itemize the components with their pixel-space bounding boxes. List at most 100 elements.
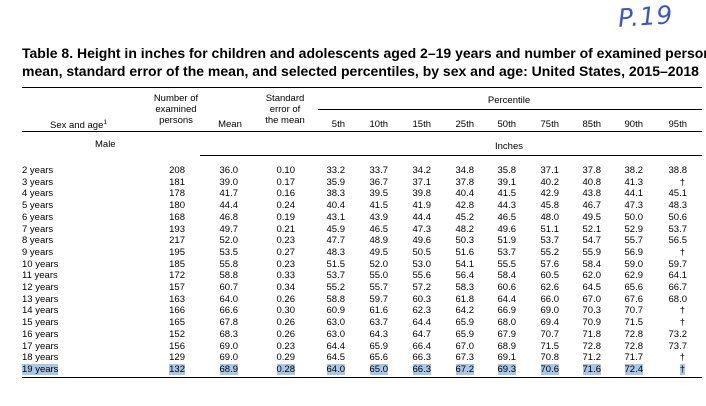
cell-percentile-p15: 53.0 — [412, 258, 432, 270]
cell-percentile-p90: 47.3 — [624, 200, 644, 212]
row-age-label: 7 years — [22, 223, 54, 235]
header-stub-text: Sex and age — [50, 120, 104, 132]
cell-percentile-p50: 67.9 — [497, 328, 517, 340]
cell-percentile-p15: 49.6 — [412, 235, 432, 247]
highlighted-text: 64.0 — [326, 363, 345, 375]
cell-percentile-p5: 63.0 — [326, 328, 346, 340]
cell-percentile-p90: 62.9 — [624, 270, 644, 282]
cell-percentile-p5: 40.4 — [326, 200, 346, 212]
cell-percentile-p5: 53.7 — [326, 270, 346, 282]
cell-percentile-p25: 65.9 — [455, 317, 475, 329]
cell-standard-error: 0.23 — [276, 235, 296, 247]
cell-mean: 68.9 — [204, 363, 238, 376]
cell-percentile-p10: 61.6 — [369, 305, 389, 317]
cell-percentile-p75: 42.9 — [540, 188, 560, 200]
header-mean: Mean — [218, 119, 242, 130]
cell-percentile-p85: 71.8 — [582, 328, 602, 340]
cell-mean: 68.3 — [219, 328, 239, 340]
cell-standard-error: 0.10 — [276, 165, 296, 176]
header-bottom-rule — [22, 131, 702, 132]
header-percentile-p10: 10th — [369, 119, 389, 130]
cell-percentile-p5: 63.0 — [326, 317, 346, 329]
cell-percentile-p85: 70.9 — [582, 317, 602, 329]
cell-percentile-p95: 48.3 — [668, 200, 688, 212]
row-age-label: 3 years — [22, 176, 54, 188]
cell-percentile-p50: 41.5 — [497, 188, 517, 200]
cell-percentile-p15: 64.7 — [412, 328, 432, 340]
cell-mean: 39.0 — [219, 176, 239, 188]
unit-label-inches: Inches — [495, 141, 523, 152]
cell-percentile-p10: 55.0 — [369, 270, 389, 282]
header-percentile-p75: 75th — [540, 119, 560, 130]
cell-percentile-p15: 64.4 — [412, 317, 432, 329]
row-age-label: 5 years — [22, 200, 54, 212]
row-age-label: 15 years — [22, 317, 59, 329]
row-age-label: 6 years — [22, 211, 54, 223]
cell-percentile-p25: 65.9 — [455, 328, 475, 340]
header-se-line: error of — [269, 104, 301, 115]
cell-number-examined: 193 — [169, 223, 185, 235]
cell-percentile-p85: 40.8 — [582, 176, 602, 188]
cell-percentile-p5: 51.5 — [326, 258, 346, 270]
cell-percentile-p50: 66.9 — [497, 305, 517, 317]
cell-mean: 46.8 — [219, 211, 239, 223]
cell-mean: 60.7 — [219, 282, 239, 293]
cell-percentile-p90: 44.1 — [624, 188, 644, 200]
cell-mean: 36.0 — [219, 165, 239, 176]
cell-percentile-p50: 51.9 — [497, 235, 517, 247]
cell-standard-error: 0.26 — [276, 293, 296, 305]
cell-percentile-p5: 43.1 — [326, 211, 346, 223]
cell-percentile-p75: 71.5 — [540, 340, 560, 352]
cell-percentile-p5: 35.9 — [326, 176, 346, 188]
highlighted-text: 65.0 — [369, 363, 388, 375]
highlighted-text: 0.28 — [276, 363, 295, 375]
cell-standard-error: 0.24 — [276, 200, 296, 212]
cell-percentile-p15: 41.9 — [412, 200, 432, 212]
cell-percentile-p25: 48.2 — [455, 223, 475, 235]
cell-percentile-p95: 73.7 — [668, 340, 688, 352]
cell-mean: 58.8 — [219, 270, 239, 282]
section-label-male: Male — [95, 139, 116, 150]
cell-percentile-p10: 39.5 — [369, 188, 389, 200]
cell-percentile-p95: † — [679, 352, 685, 364]
header-percentile: Percentile — [487, 95, 531, 106]
cell-percentile-p15: 62.3 — [412, 305, 432, 317]
row-age-label: 8 years — [22, 235, 54, 247]
cell-percentile-p75: 55.2 — [540, 246, 560, 258]
row-age-label: 9 years — [22, 246, 54, 258]
cell-percentile-p25: 64.2 — [455, 305, 475, 317]
cell-percentile-p90: 71.5 — [624, 317, 644, 329]
row-age-label: 17 years — [22, 340, 59, 352]
row-age-label: 10 years — [22, 258, 59, 270]
highlighted-text: 68.9 — [219, 363, 238, 375]
cell-percentile-p10: 65.0 — [358, 363, 388, 376]
cell-percentile-p75: 45.8 — [540, 200, 560, 212]
cell-number-examined: 157 — [169, 282, 185, 293]
cell-number-examined: 185 — [169, 258, 185, 270]
table-title-line-1: Table 8. Height in inches for children a… — [22, 45, 706, 61]
cell-number-examined: 168 — [169, 211, 185, 223]
row-age-label: 19 years — [22, 363, 59, 376]
cell-percentile-p15: 66.4 — [412, 340, 432, 352]
cell-mean: 41.7 — [219, 188, 239, 200]
header-number-line: persons — [159, 115, 193, 126]
cell-percentile-p25: 37.8 — [455, 176, 475, 188]
header-standard-error: Standard error of the mean — [245, 93, 325, 126]
cell-standard-error: 0.33 — [276, 270, 296, 282]
cell-mean: 66.6 — [219, 305, 239, 317]
header-number-examined: Number of examined persons — [140, 93, 212, 126]
header-percentile-p25: 25th — [455, 119, 475, 130]
cell-percentile-p50: 55.5 — [497, 258, 517, 270]
cell-percentile-p15: 57.2 — [412, 282, 432, 293]
bottom-rule — [22, 376, 702, 378]
row-age-label: 11 years — [22, 270, 58, 282]
row-age-label: 4 years — [22, 188, 54, 200]
cell-number-examined: 180 — [169, 200, 185, 212]
cell-percentile-p25: 67.0 — [455, 340, 475, 352]
row-age-label: 18 years — [22, 352, 59, 364]
cell-percentile-p10: 55.7 — [369, 282, 389, 293]
cell-mean: 67.8 — [219, 317, 239, 329]
cell-percentile-p75: 60.5 — [540, 270, 560, 282]
cell-percentile-p95: 68.0 — [668, 293, 688, 305]
cell-percentile-p95: 38.8 — [668, 165, 688, 176]
